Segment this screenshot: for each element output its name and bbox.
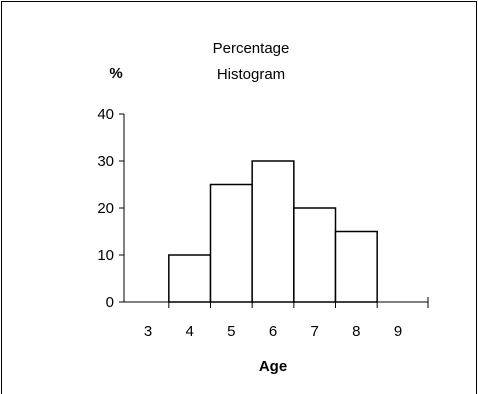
histogram-bar <box>334 230 378 303</box>
x-tick-label: 6 <box>269 323 277 340</box>
x-axis-label: Age <box>259 358 287 375</box>
y-axis-label: % <box>109 65 122 82</box>
histogram-bar <box>251 160 295 303</box>
x-tick-label: 8 <box>352 323 360 340</box>
y-tick-label: 40 <box>97 106 114 123</box>
y-tick-label: 20 <box>97 200 114 217</box>
plot-area: 0 10 20 30 40 3 4 5 6 7 8 9 <box>97 106 429 340</box>
y-tick-label: 30 <box>97 153 114 170</box>
x-tick-label: 4 <box>185 323 193 340</box>
chart-title-line-1: Percentage <box>213 40 290 57</box>
y-tick-label: 0 <box>106 294 114 311</box>
x-tick-label: 3 <box>144 323 152 340</box>
x-tick-label: 9 <box>394 323 402 340</box>
y-tick-label: 10 <box>97 247 114 264</box>
x-tick-label: 5 <box>227 323 235 340</box>
histogram-bar <box>168 254 212 303</box>
x-tick-label: 7 <box>310 323 318 340</box>
histogram-bar <box>209 183 253 303</box>
histogram-bar <box>293 207 337 303</box>
chart-title-line-2: Histogram <box>217 66 285 83</box>
